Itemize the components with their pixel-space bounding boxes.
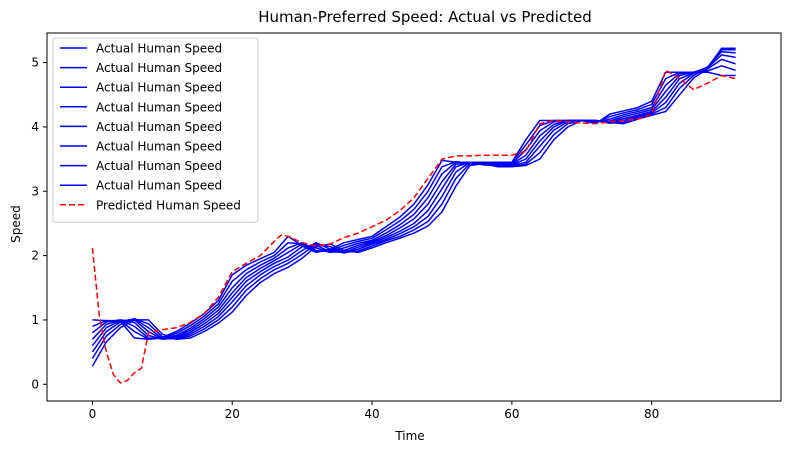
y-tick-label: 3 bbox=[31, 184, 39, 198]
actual-speed-line-7 bbox=[91, 47, 736, 359]
legend-label: Actual Human Speed bbox=[96, 100, 222, 114]
y-tick-label: 0 bbox=[31, 377, 39, 391]
legend-label: Actual Human Speed bbox=[96, 179, 222, 193]
plot-area bbox=[91, 47, 736, 384]
x-tick-label: 20 bbox=[225, 407, 240, 421]
x-tick-label: 0 bbox=[89, 407, 97, 421]
legend-label: Actual Human Speed bbox=[96, 81, 222, 95]
legend-label: Actual Human Speed bbox=[96, 42, 222, 56]
actual-speed-line-2 bbox=[92, 65, 736, 340]
x-tick-label: 60 bbox=[504, 407, 519, 421]
legend-label: Actual Human Speed bbox=[96, 120, 222, 134]
axes: 0 20 40 60 80 0 1 2 3 4 5 bbox=[31, 32, 782, 421]
actual-speed-line-8 bbox=[91, 47, 736, 367]
x-axis-label: Time bbox=[394, 429, 424, 443]
legend-label: Actual Human Speed bbox=[96, 159, 222, 173]
y-tick-label: 2 bbox=[31, 249, 39, 263]
legend-label: Predicted Human Speed bbox=[96, 198, 241, 212]
legend-label: Actual Human Speed bbox=[96, 140, 222, 154]
x-tick-label: 80 bbox=[644, 407, 659, 421]
x-tick-label: 40 bbox=[364, 407, 379, 421]
actual-speed-line-6 bbox=[91, 48, 736, 353]
legend-box bbox=[52, 37, 259, 223]
legend-label: Actual Human Speed bbox=[96, 61, 222, 75]
chart-title: Human-Preferred Speed: Actual vs Predict… bbox=[258, 8, 592, 26]
predicted-speed-line bbox=[91, 69, 736, 384]
y-tick-label: 1 bbox=[31, 313, 39, 327]
legend: Actual Human Speed Actual Human Speed Actu… bbox=[52, 37, 259, 223]
actual-speed-line-4 bbox=[91, 54, 736, 340]
actual-speed-line-5 bbox=[91, 50, 736, 347]
actual-speed-line-3 bbox=[91, 58, 736, 340]
y-axis-label: Speed bbox=[9, 205, 23, 243]
y-tick-label: 4 bbox=[31, 120, 39, 134]
y-tick-label: 5 bbox=[31, 56, 39, 70]
axes-frame bbox=[46, 32, 782, 402]
